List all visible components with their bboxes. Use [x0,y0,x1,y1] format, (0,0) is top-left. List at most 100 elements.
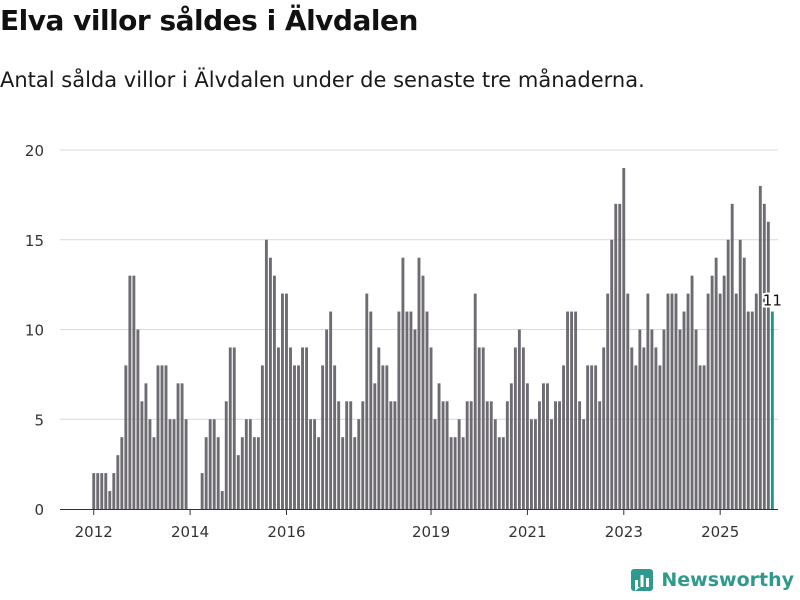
bar [441,401,445,509]
bar [361,401,365,509]
bar [582,419,586,509]
bar [180,383,184,509]
bar [268,257,272,509]
bar [417,257,421,509]
bar [357,419,361,509]
bar [244,419,248,509]
bar [277,347,280,509]
bar [184,419,188,509]
bar [413,329,417,509]
bar [690,275,694,509]
bar [116,455,120,509]
bar [469,401,473,509]
y-tick-label-5: 5 [34,411,44,429]
bar [598,401,602,509]
newsworthy-logo-text: Newsworthy [661,569,794,591]
bar [156,365,160,509]
x-tick-label-2023: 2023 [605,523,643,541]
bar [353,437,357,509]
bar [333,365,337,509]
bar [594,365,598,509]
bar [481,347,485,509]
bar [714,257,718,509]
bar [272,275,276,509]
bar [168,419,172,509]
bar [529,419,533,509]
bar [373,383,377,509]
bar [662,329,666,509]
y-tick-label-10: 10 [25,322,44,340]
bar [240,437,244,509]
bar [766,221,770,510]
bar [554,401,557,509]
bar [349,401,353,509]
bar [678,329,682,509]
bar [586,365,590,509]
bar [425,311,429,509]
y-tick-label-0: 0 [34,501,44,519]
bar [405,311,409,509]
bar [497,437,501,509]
bar [634,365,638,509]
bar [722,275,726,509]
bar [337,401,341,509]
bar [385,365,389,509]
bar [618,203,622,509]
bar [445,401,449,509]
bar [666,293,670,509]
bar [393,401,397,509]
bar [301,347,304,509]
bar [281,293,284,509]
bar [160,365,164,509]
x-tick-label-2025: 2025 [701,523,739,541]
y-tick-label-15: 15 [25,232,44,250]
bar [562,365,565,509]
chart-subtitle: Antal sålda villor i Älvdalen under de s… [0,68,645,92]
bar [381,365,385,509]
bar [236,455,240,509]
bar [313,419,317,509]
newsworthy-brand[interactable]: Newsworthy [631,569,794,591]
bar [212,419,216,509]
bar [317,437,321,509]
bar [566,311,569,509]
bar [578,401,582,509]
bar [256,437,260,509]
bar [232,347,236,509]
bar [172,419,176,509]
bar [590,365,594,509]
bar [738,239,742,509]
bar [654,347,658,509]
bar [754,293,758,509]
bar [228,347,232,509]
bar [136,329,140,509]
bar [457,419,461,509]
y-axis: 0 5 10 15 20 [25,142,44,519]
bar [421,275,425,509]
bar [449,437,453,509]
bar [650,329,654,509]
bar [124,365,128,509]
bar [477,347,481,509]
bar [734,293,738,509]
bar [389,401,393,509]
bar [698,365,702,509]
bar [321,365,325,509]
newsworthy-logo-icon [631,569,654,591]
bar [746,311,750,509]
bar [148,419,152,509]
bar [104,473,108,509]
bar [260,365,264,509]
bar [248,419,252,509]
x-tick-label-2019: 2019 [412,523,450,541]
bar [505,401,509,509]
bar [658,365,662,509]
bar [164,365,168,509]
bar [132,275,136,509]
bar [397,311,401,509]
bar [602,347,606,509]
x-tick-label-2021: 2021 [508,523,546,541]
annotations: 11 [761,290,784,312]
bar [509,383,513,509]
bar [140,401,144,509]
